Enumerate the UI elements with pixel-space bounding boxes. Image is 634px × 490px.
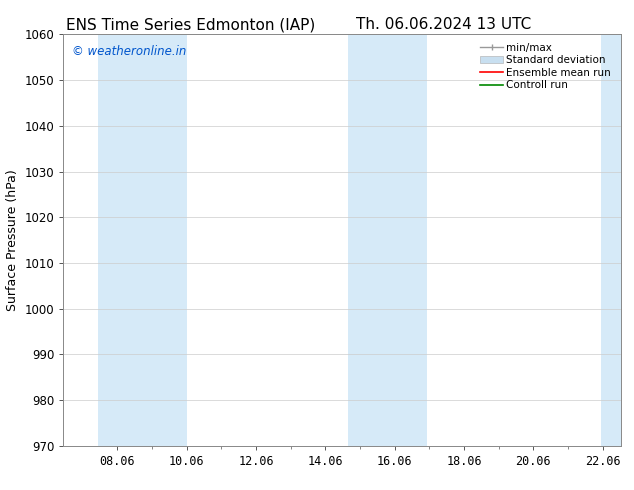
Y-axis label: Surface Pressure (hPa): Surface Pressure (hPa) <box>6 169 19 311</box>
Legend: min/max, Standard deviation, Ensemble mean run, Controll run: min/max, Standard deviation, Ensemble me… <box>477 40 616 94</box>
Text: © weatheronline.in: © weatheronline.in <box>72 45 186 58</box>
Bar <box>347 34 427 446</box>
Text: ENS Time Series Edmonton (IAP): ENS Time Series Edmonton (IAP) <box>65 17 315 32</box>
Text: Th. 06.06.2024 13 UTC: Th. 06.06.2024 13 UTC <box>356 17 531 32</box>
Bar <box>98 34 187 446</box>
Bar <box>600 34 621 446</box>
